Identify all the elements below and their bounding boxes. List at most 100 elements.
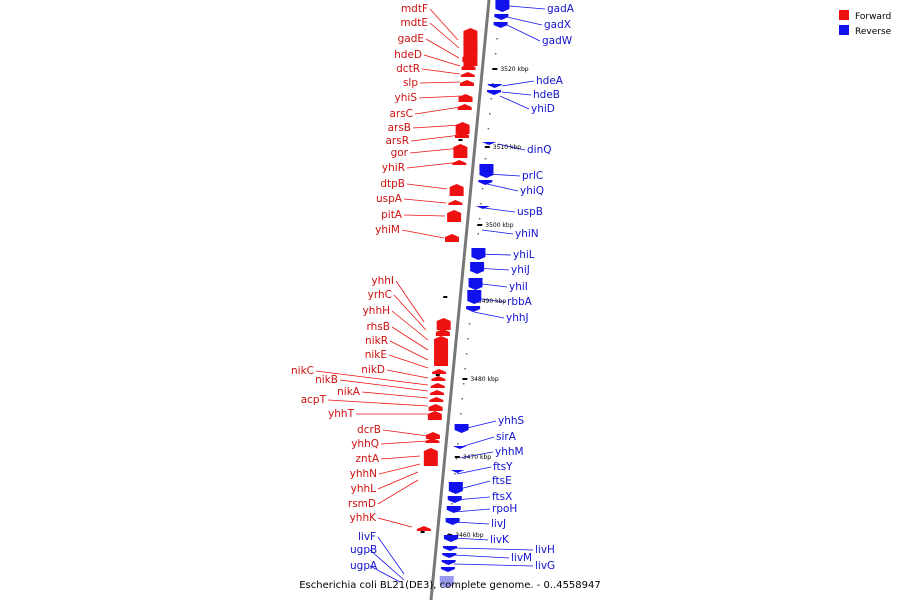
forward-gene-arrow <box>460 72 475 77</box>
forward-gene-label: nikA <box>337 386 361 398</box>
forward-leader-line <box>421 68 461 75</box>
forward-leader-line <box>377 479 419 505</box>
reverse-gene-label: livJ <box>491 518 506 530</box>
minor-tick <box>461 398 464 400</box>
reverse-leader-line <box>459 451 494 459</box>
forward-gene-label: gor <box>391 147 409 159</box>
scale-tick-label: 3500 kbp <box>485 222 513 229</box>
reverse-gene-label: yhiQ <box>520 185 544 197</box>
reverse-gene-arrow <box>442 553 457 558</box>
reverse-gene-label: gadA <box>547 3 575 15</box>
reverse-gene-arrow <box>441 560 456 565</box>
forward-leader-line <box>382 429 429 437</box>
reverse-leader-line <box>506 16 543 26</box>
map-caption: Escherichia coli BL21(DE3), complete gen… <box>299 580 601 591</box>
reverse-leader-line <box>481 229 514 235</box>
legend-label-reverse: Reverse <box>855 27 892 37</box>
reverse-gene-arrow <box>478 180 493 185</box>
minor-tick <box>455 458 458 460</box>
forward-gene-label: nikR <box>365 335 388 347</box>
forward-gene-arrow <box>462 54 477 62</box>
reverse-gene-label: yhiJ <box>511 264 530 276</box>
gene-labels: mdtFmdtEgadEhdeDdctRslpyhiSarsCarsBarsRg… <box>291 3 575 572</box>
major-tick <box>484 146 490 148</box>
scale-tick-label: 3510 kbp <box>493 144 521 151</box>
forward-leader-line <box>418 95 462 99</box>
major-tick <box>492 68 498 70</box>
forward-leader-line <box>389 340 429 361</box>
reverse-gene-arrow <box>487 84 502 88</box>
reverse-gene-arrow <box>475 206 490 209</box>
minor-tick <box>420 531 425 533</box>
reverse-gene-label: uspB <box>517 206 543 218</box>
major-tick <box>477 224 483 226</box>
minor-tick <box>435 374 440 376</box>
forward-leader-line <box>409 147 462 154</box>
forward-leader-line <box>395 280 425 323</box>
forward-gene-arrow <box>447 210 462 222</box>
minor-tick <box>477 233 479 235</box>
reverse-gene-label: dinQ <box>527 144 552 156</box>
scale-tick-label: 3460 kbp <box>455 532 483 539</box>
forward-leader-line <box>403 198 447 204</box>
reverse-leader-line <box>508 5 546 10</box>
reverse-leader-line <box>483 207 516 213</box>
forward-leader-line <box>380 440 429 445</box>
reverse-gene-arrow <box>467 290 482 304</box>
reverse-gene-arrow <box>443 535 458 542</box>
forward-leader-line <box>391 310 429 341</box>
legend: Forward Reverse <box>839 10 892 37</box>
minor-tick <box>490 98 493 100</box>
reverse-gene-label: livG <box>535 560 555 572</box>
reverse-leader-line <box>453 521 490 525</box>
forward-gene-label: slp <box>403 77 418 89</box>
forward-gene-arrow <box>455 122 470 134</box>
minor-tick <box>480 203 482 205</box>
minor-tick <box>484 158 487 160</box>
scale-tick-label: 3470 kbp <box>463 454 491 461</box>
minor-tick <box>458 139 463 141</box>
minor-tick <box>487 128 490 130</box>
forward-gene-label: yhiR <box>382 162 405 174</box>
forward-gene-arrow <box>425 438 440 443</box>
forward-gene-arrow <box>429 397 444 402</box>
reverse-gene-label: gadX <box>544 19 571 31</box>
forward-gene-label: yhhK <box>350 512 378 524</box>
forward-gene-arrow <box>432 369 447 374</box>
forward-gene-label: mdtF <box>401 3 428 15</box>
reverse-gene-arrow <box>468 278 483 290</box>
forward-gene-arrow <box>428 404 443 411</box>
reverse-gene-label: livH <box>535 544 555 556</box>
reverse-gene-label: yhhS <box>498 415 525 427</box>
forward-gene-label: zntA <box>356 453 380 465</box>
forward-gene-label: dtpB <box>380 178 405 190</box>
reverse-gene-label: ftsX <box>492 491 512 503</box>
forward-gene-arrow <box>458 94 473 102</box>
forward-leader-line <box>377 517 413 528</box>
forward-gene-label: arsC <box>389 108 413 120</box>
reverse-gene-label: hdeA <box>536 75 564 87</box>
forward-gene-arrow <box>449 184 464 196</box>
minor-tick <box>467 338 469 340</box>
reverse-gene-arrow <box>482 142 497 145</box>
reverse-gene-label: sirA <box>496 431 517 443</box>
forward-leader-line <box>423 54 461 67</box>
reverse-gene-arrow <box>494 14 509 20</box>
minor-tick <box>465 353 468 355</box>
forward-leader-line <box>419 81 461 84</box>
minor-tick <box>443 296 448 298</box>
reverse-leader-line <box>369 565 401 583</box>
forward-gene-label: nikD <box>361 364 385 376</box>
reverse-gene-arrow <box>454 424 469 433</box>
reverse-gene-arrow <box>440 567 455 572</box>
reverse-leader-line <box>497 143 526 151</box>
reverse-gene-label: yhhJ <box>506 312 529 324</box>
forward-leader-line <box>412 124 462 129</box>
reverse-leader-line <box>453 547 534 551</box>
forward-leader-line <box>378 463 421 475</box>
forward-leader-line <box>429 8 459 41</box>
forward-gene-label: rsmD <box>348 498 376 510</box>
minor-tick <box>494 53 497 55</box>
forward-leader-line <box>386 369 429 379</box>
